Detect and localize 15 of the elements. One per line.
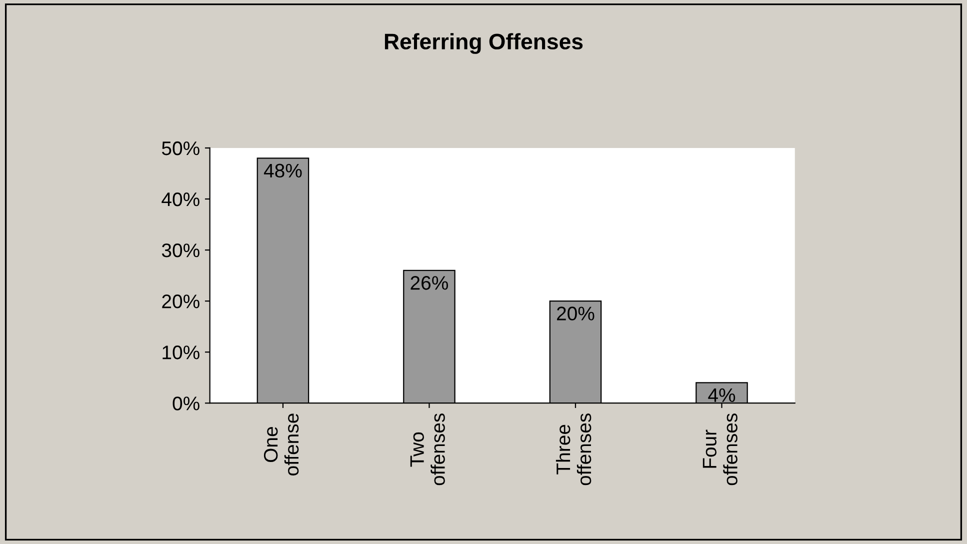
- y-tick-label: 40%: [162, 192, 200, 206]
- chart-title: Referring Offenses: [384, 33, 583, 54]
- x-tick-label: One offense: [264, 414, 299, 476]
- data-label: 48%: [264, 164, 302, 178]
- x-tick-label: Three offenses: [556, 414, 592, 486]
- x-tick-label: Four offenses: [702, 414, 738, 486]
- y-tick-label: 30%: [162, 243, 200, 258]
- data-label: 20%: [557, 306, 594, 320]
- x-tick-label: Two offenses: [410, 414, 445, 486]
- data-label: 4%: [708, 388, 736, 402]
- y-tick-label: 10%: [162, 346, 200, 360]
- y-tick-label: 50%: [162, 141, 200, 156]
- y-tick-label: 20%: [162, 294, 200, 308]
- data-label: 26%: [410, 276, 448, 290]
- y-tick-label: 0%: [172, 396, 200, 410]
